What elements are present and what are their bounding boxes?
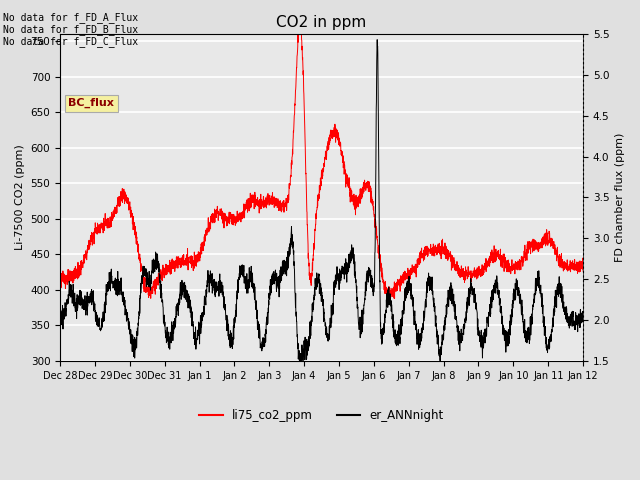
Text: No data for f_FD_A_Flux: No data for f_FD_A_Flux xyxy=(3,12,138,23)
Y-axis label: Li-7500 CO2 (ppm): Li-7500 CO2 (ppm) xyxy=(15,144,25,250)
Legend: li75_co2_ppm, er_ANNnight: li75_co2_ppm, er_ANNnight xyxy=(195,404,449,427)
Text: No data for f_FD_C_Flux: No data for f_FD_C_Flux xyxy=(3,36,138,47)
Y-axis label: FD chamber flux (ppm): FD chamber flux (ppm) xyxy=(615,132,625,262)
Title: CO2 in ppm: CO2 in ppm xyxy=(276,15,367,30)
Text: BC_flux: BC_flux xyxy=(68,98,114,108)
Text: No data for f_FD_B_Flux: No data for f_FD_B_Flux xyxy=(3,24,138,35)
